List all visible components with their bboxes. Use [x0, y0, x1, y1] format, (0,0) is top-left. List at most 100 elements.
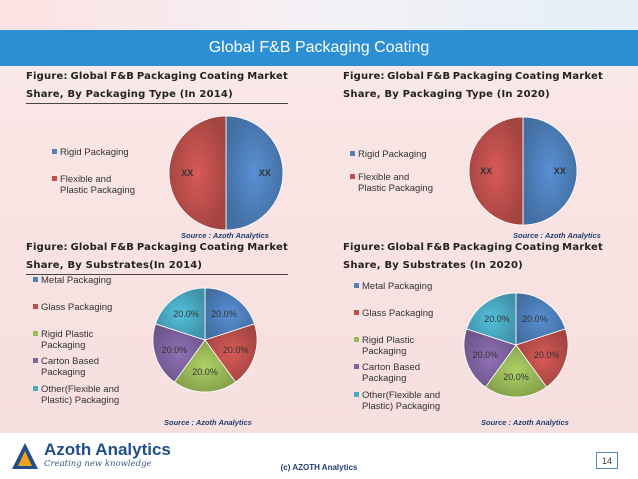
pie-slice: [522, 116, 578, 226]
pie-slice: [463, 328, 517, 388]
footer: [0, 433, 638, 479]
figure-title-line1: Figure: Global F&B Packaging Coating Mar…: [26, 242, 288, 253]
pie-data-label: 20.0%: [473, 350, 499, 360]
pie-data-label: 20.0%: [211, 309, 237, 319]
figure-title-2: Figure: Global F&B Packaging Coating Mar…: [26, 242, 288, 271]
legend-label: Rigid Packaging: [358, 149, 427, 160]
figure-title-line1: Figure: Global F&B Packaging Coating Mar…: [343, 71, 603, 82]
figure-word: Global: [387, 242, 425, 253]
figure-word: F&B: [426, 71, 451, 82]
pie-slice: [204, 323, 258, 383]
figure-title-0: Figure: Global F&B Packaging Coating Mar…: [26, 71, 288, 100]
source-label-3: Source : Azoth Analytics: [481, 418, 569, 427]
figure-word: Market: [562, 71, 603, 82]
legend-label: Other(Flexible and Plastic) Packaging: [41, 384, 120, 406]
pie-data-label: 20.0%: [484, 314, 510, 324]
pie-data-label: XX: [554, 166, 566, 176]
figure-word: Packaging: [136, 242, 197, 253]
figure-word: Global: [387, 71, 425, 82]
legend-label: Metal Packaging: [362, 281, 433, 292]
legend-2: Metal Packaging Glass Packaging Rigid Pl…: [33, 275, 153, 410]
slide-title: Global F&B Packaging Coating: [0, 30, 638, 66]
source-label-2: Source : Azoth Analytics: [164, 418, 252, 427]
pie-data-label: 20.0%: [192, 367, 218, 377]
legend-swatch: [350, 151, 355, 156]
figure-title-line1: Figure: Global F&B Packaging Coating Mar…: [26, 71, 288, 82]
pie-data-label: 20.0%: [162, 345, 188, 355]
legend-swatch: [33, 304, 38, 309]
figure-title-3: Figure: Global F&B Packaging Coating Mar…: [343, 242, 603, 271]
figure-word: Coating: [514, 71, 560, 82]
figure-word: Packaging: [452, 242, 513, 253]
pie-chart-2020-packaging-type: XX XX: [468, 116, 578, 226]
pie-data-label: 20.0%: [534, 350, 560, 360]
figure-word: Figure:: [26, 71, 68, 82]
figure-rule-0: [26, 103, 288, 104]
legend-1: Rigid Packaging Flexible and Plastic Pac…: [350, 149, 460, 199]
pie-data-label: 20.0%: [173, 309, 199, 319]
legend-0: Rigid Packaging Flexible and Plastic Pac…: [52, 147, 162, 197]
figure-title-line2: Share, By Substrates (In 2020): [343, 260, 523, 271]
legend-label: Carton Based Packaging: [41, 356, 100, 378]
legend-swatch: [52, 176, 57, 181]
figure-title-line2: Share, By Packaging Type (In 2014): [26, 89, 233, 100]
figure-word: Global: [70, 71, 108, 82]
legend-swatch: [354, 337, 359, 342]
figure-word: Market: [247, 71, 288, 82]
figure-rule-2: [26, 274, 288, 275]
figure-title-1: Figure: Global F&B Packaging Coating Mar…: [343, 71, 603, 100]
figure-word: F&B: [110, 71, 135, 82]
legend-swatch: [52, 149, 57, 154]
legend-3: Metal Packaging Glass Packaging Rigid Pl…: [354, 281, 474, 416]
legend-swatch: [354, 392, 359, 397]
copyright-text: (c) AZOTH Analytics: [280, 463, 358, 472]
source-label-1: Source : Azoth Analytics: [513, 231, 601, 240]
pie-chart-2020-substrates: 20.0% 20.0% 20.0% 20.0% 20.0%: [463, 292, 569, 398]
legend-label: Rigid Packaging: [60, 147, 129, 158]
legend-label: Carton Based Packaging: [362, 362, 421, 384]
figure-word: Packaging: [136, 71, 197, 82]
pie-slice: [515, 328, 569, 388]
top-decorative-band: [0, 0, 638, 30]
legend-swatch: [33, 277, 38, 282]
legend-label: Other(Flexible and Plastic) Packaging: [362, 390, 441, 412]
figure-word: Figure:: [343, 242, 385, 253]
figure-word: Coating: [199, 242, 245, 253]
legend-label: Metal Packaging: [41, 275, 112, 286]
legend-label: Rigid Plastic Packaging: [41, 329, 94, 351]
pie-data-label: 20.0%: [223, 345, 249, 355]
legend-swatch: [354, 283, 359, 288]
pie-chart-2014-packaging-type: XX XX: [168, 115, 284, 231]
legend-swatch: [33, 386, 38, 391]
legend-swatch: [354, 310, 359, 315]
pie-data-label: 20.0%: [503, 372, 529, 382]
figure-word: Coating: [199, 71, 245, 82]
figure-word: Packaging: [452, 71, 513, 82]
figure-title-line2: Share, By Packaging Type (In 2020): [343, 89, 550, 100]
legend-label: Flexible and Plastic Packaging: [358, 172, 433, 194]
pie-slice: [225, 115, 284, 231]
figure-word: Coating: [514, 242, 560, 253]
figure-word: Market: [562, 242, 603, 253]
figure-title-line2: Share, By Substrates(In 2014): [26, 260, 203, 271]
page-number: 14: [596, 452, 618, 469]
figure-word: Figure:: [26, 242, 68, 253]
pie-slice: [155, 287, 206, 341]
azoth-logo-mark-icon: [12, 443, 38, 469]
pie-slice: [468, 116, 524, 226]
pie-data-label: XX: [259, 168, 271, 178]
pie-slice: [484, 344, 548, 398]
figure-word: Figure:: [343, 71, 385, 82]
legend-label: Glass Packaging: [362, 308, 434, 319]
figure-word: F&B: [426, 242, 451, 253]
pie-slice: [466, 292, 517, 346]
figure-title-line1: Figure: Global F&B Packaging Coating Mar…: [343, 242, 603, 253]
pie-slice: [173, 339, 237, 393]
pie-data-label: 20.0%: [522, 314, 548, 324]
pie-chart-2014-substrates: 20.0% 20.0% 20.0% 20.0% 20.0%: [152, 287, 258, 393]
pie-slice: [204, 287, 255, 341]
pie-slice: [152, 323, 206, 383]
legend-label: Glass Packaging: [41, 302, 113, 313]
legend-swatch: [33, 331, 38, 336]
legend-swatch: [350, 174, 355, 179]
